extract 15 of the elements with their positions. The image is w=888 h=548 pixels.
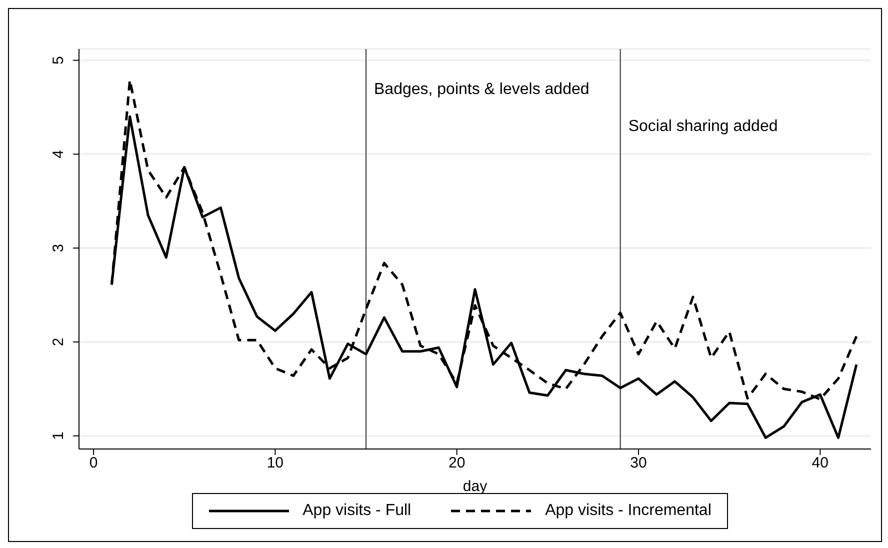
ref-line-label: Badges, points & levels added	[374, 81, 590, 98]
y-tick-label: 4	[50, 150, 67, 158]
x-tick-label: 20	[448, 454, 466, 472]
x-axis-title: day	[462, 478, 488, 495]
y-tick-label: 1	[50, 432, 67, 440]
legend-label: App visits - Full	[302, 502, 412, 520]
x-tick-label: 0	[89, 454, 98, 472]
legend-label: App visits - Incremental	[545, 502, 712, 520]
x-tick-label: 40	[812, 454, 828, 472]
x-tick-label: 30	[630, 454, 647, 472]
ref-line-label: Social sharing added	[628, 118, 778, 135]
y-tick-label: 2	[50, 338, 67, 346]
x-tick-label: 10	[266, 454, 284, 472]
y-tick-label: 5	[50, 56, 67, 64]
y-tick-label: 3	[50, 244, 67, 252]
